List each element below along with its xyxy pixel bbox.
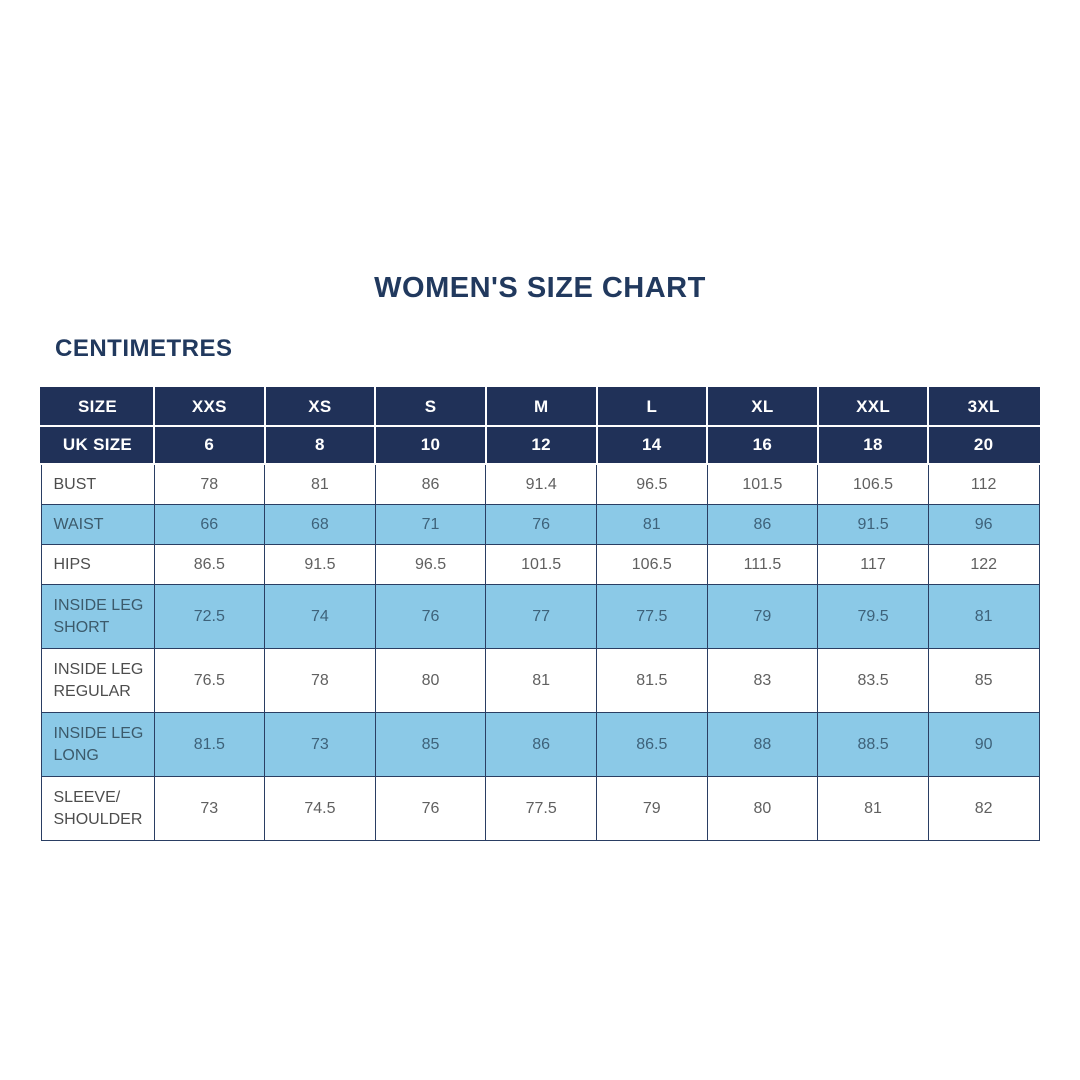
value-cell-waist-3xl: 96 xyxy=(927,504,1040,545)
value-cell-inside-leg-short-l: 77.5 xyxy=(596,584,708,649)
value-cell-inside-leg-long-xxs: 81.5 xyxy=(153,712,266,777)
header-cell-size-3xl: 3XL xyxy=(927,387,1040,427)
value-cell-bust-xxs: 78 xyxy=(153,463,266,505)
value-cell-inside-leg-long-m: 86 xyxy=(485,712,597,777)
row-label-bust: BUST xyxy=(40,463,155,505)
value-cell-hips-3xl: 122 xyxy=(927,544,1040,585)
header-row-size: SIZE XXS XS S M L XL XXL 3XL xyxy=(40,387,1040,427)
header-cell-uk-size-16: 16 xyxy=(706,425,819,465)
value-cell-waist-xxs: 66 xyxy=(153,504,266,545)
size-chart-header: SIZE XXS XS S M L XL XXL 3XL UK SIZE 6 8 10 12 14 16 18 2… xyxy=(40,387,1040,465)
size-chart-page: WOMEN'S SIZE CHART CENTIMETRES SIZE XXS XS… xyxy=(40,0,1040,841)
value-cell-waist-s: 71 xyxy=(374,504,487,545)
value-cell-inside-leg-regular-s: 80 xyxy=(374,648,487,713)
value-cell-sleeve-shoulder-3xl: 82 xyxy=(927,776,1040,841)
value-cell-hips-xxs: 86.5 xyxy=(153,544,266,585)
value-cell-inside-leg-short-m: 77 xyxy=(485,584,597,649)
value-cell-inside-leg-short-xxs: 72.5 xyxy=(153,584,266,649)
value-cell-bust-xxl: 106.5 xyxy=(817,463,929,505)
size-chart-body: BUST 78 81 86 91.4 96.5 101.5 106.5 112 WAIST 66 68… xyxy=(40,463,1040,841)
size-chart-table: SIZE XXS XS S M L XL XXL 3XL UK SIZE 6 8 10 12 14 16 18 2… xyxy=(40,387,1040,841)
header-cell-size-m: M xyxy=(484,387,598,427)
value-cell-inside-leg-long-xs: 73 xyxy=(264,712,376,777)
header-cell-uk-size-12: 12 xyxy=(484,425,598,465)
value-cell-waist-xs: 68 xyxy=(264,504,376,545)
value-cell-hips-xs: 91.5 xyxy=(264,544,376,585)
value-cell-sleeve-shoulder-xxs: 73 xyxy=(153,776,266,841)
value-cell-waist-m: 76 xyxy=(485,504,597,545)
row-label-inside-leg-regular: INSIDE LEG REGULAR xyxy=(40,648,155,713)
header-label-uk-size: UK SIZE xyxy=(40,425,155,465)
header-cell-size-xxs: XXS xyxy=(153,387,266,427)
header-cell-uk-size-18: 18 xyxy=(816,425,930,465)
table-row-inside-leg-regular: INSIDE LEG REGULAR 76.5 78 80 81 81.5 83 83.5 85 xyxy=(40,648,1040,713)
header-cell-size-l: L xyxy=(595,387,709,427)
value-cell-sleeve-shoulder-xl: 80 xyxy=(706,776,819,841)
value-cell-sleeve-shoulder-l: 79 xyxy=(596,776,708,841)
value-cell-inside-leg-regular-xl: 83 xyxy=(706,648,819,713)
table-row-inside-leg-short: INSIDE LEG SHORT 72.5 74 76 77 77.5 79 79.5 81 xyxy=(40,584,1040,649)
value-cell-sleeve-shoulder-xxl: 81 xyxy=(817,776,929,841)
value-cell-hips-xl: 111.5 xyxy=(706,544,819,585)
value-cell-inside-leg-short-s: 76 xyxy=(374,584,487,649)
value-cell-waist-xxl: 91.5 xyxy=(817,504,929,545)
value-cell-inside-leg-regular-m: 81 xyxy=(485,648,597,713)
value-cell-bust-l: 96.5 xyxy=(596,463,708,505)
value-cell-hips-s: 96.5 xyxy=(374,544,487,585)
value-cell-hips-m: 101.5 xyxy=(485,544,597,585)
unit-heading: CENTIMETRES xyxy=(55,335,233,362)
header-row-uk-size: UK SIZE 6 8 10 12 14 16 18 20 xyxy=(40,425,1040,465)
header-cell-uk-size-8: 8 xyxy=(263,425,377,465)
header-label-size: SIZE xyxy=(40,387,155,427)
header-cell-size-xl: XL xyxy=(706,387,819,427)
value-cell-hips-xxl: 117 xyxy=(817,544,929,585)
row-label-sleeve-shoulder: SLEEVE/ SHOULDER xyxy=(40,776,155,841)
value-cell-waist-l: 81 xyxy=(596,504,708,545)
header-cell-uk-size-14: 14 xyxy=(595,425,709,465)
value-cell-inside-leg-regular-l: 81.5 xyxy=(596,648,708,713)
header-cell-size-xxl: XXL xyxy=(816,387,930,427)
value-cell-inside-leg-short-xl: 79 xyxy=(706,584,819,649)
value-cell-bust-3xl: 112 xyxy=(927,463,1040,505)
header-cell-uk-size-20: 20 xyxy=(927,425,1040,465)
value-cell-inside-leg-regular-xs: 78 xyxy=(264,648,376,713)
value-cell-inside-leg-regular-xxs: 76.5 xyxy=(153,648,266,713)
header-cell-uk-size-6: 6 xyxy=(153,425,266,465)
row-label-hips: HIPS xyxy=(40,544,155,585)
header-cell-size-xs: XS xyxy=(263,387,377,427)
table-row-bust: BUST 78 81 86 91.4 96.5 101.5 106.5 112 xyxy=(40,463,1040,505)
value-cell-sleeve-shoulder-m: 77.5 xyxy=(485,776,597,841)
value-cell-inside-leg-long-s: 85 xyxy=(374,712,487,777)
value-cell-hips-l: 106.5 xyxy=(596,544,708,585)
header-cell-size-s: S xyxy=(374,387,487,427)
row-label-inside-leg-long: INSIDE LEG LONG xyxy=(40,712,155,777)
value-cell-inside-leg-short-xxl: 79.5 xyxy=(817,584,929,649)
value-cell-bust-s: 86 xyxy=(374,463,487,505)
page-title: WOMEN'S SIZE CHART xyxy=(374,272,706,304)
value-cell-sleeve-shoulder-xs: 74.5 xyxy=(264,776,376,841)
row-label-inside-leg-short: INSIDE LEG SHORT xyxy=(40,584,155,649)
value-cell-inside-leg-long-3xl: 90 xyxy=(927,712,1040,777)
row-label-waist: WAIST xyxy=(40,504,155,545)
value-cell-inside-leg-short-3xl: 81 xyxy=(927,584,1040,649)
value-cell-inside-leg-short-xs: 74 xyxy=(264,584,376,649)
table-row-sleeve-shoulder: SLEEVE/ SHOULDER 73 74.5 76 77.5 79 80 81 82 xyxy=(40,776,1040,841)
value-cell-inside-leg-regular-3xl: 85 xyxy=(927,648,1040,713)
value-cell-sleeve-shoulder-s: 76 xyxy=(374,776,487,841)
table-row-inside-leg-long: INSIDE LEG LONG 81.5 73 85 86 86.5 88 88.5 90 xyxy=(40,712,1040,777)
value-cell-inside-leg-regular-xxl: 83.5 xyxy=(817,648,929,713)
table-row-hips: HIPS 86.5 91.5 96.5 101.5 106.5 111.5 117 122 xyxy=(40,544,1040,585)
value-cell-bust-m: 91.4 xyxy=(485,463,597,505)
table-row-waist: WAIST 66 68 71 76 81 86 91.5 96 xyxy=(40,504,1040,545)
value-cell-inside-leg-long-xxl: 88.5 xyxy=(817,712,929,777)
value-cell-inside-leg-long-xl: 88 xyxy=(706,712,819,777)
value-cell-bust-xs: 81 xyxy=(264,463,376,505)
value-cell-waist-xl: 86 xyxy=(706,504,819,545)
value-cell-bust-xl: 101.5 xyxy=(706,463,819,505)
header-cell-uk-size-10: 10 xyxy=(374,425,487,465)
value-cell-inside-leg-long-l: 86.5 xyxy=(596,712,708,777)
